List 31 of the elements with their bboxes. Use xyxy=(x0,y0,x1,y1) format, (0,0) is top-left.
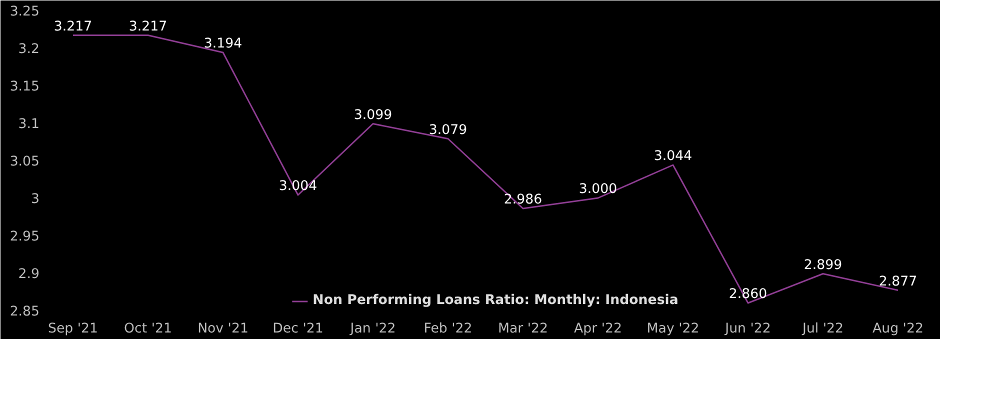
x-tick-label: Nov '21 xyxy=(198,322,248,336)
text: 3.044 xyxy=(654,149,692,164)
x-tick-label: Jun '22 xyxy=(724,322,771,336)
text: 3.217 xyxy=(128,19,168,34)
x-tick-label: Sep '21 xyxy=(48,322,98,336)
text: 3.079 xyxy=(428,122,468,138)
x-tick-label: Aug '22 xyxy=(872,322,924,336)
x-tick-label: Mar '22 xyxy=(498,322,548,336)
y-tick-label: 2.9 xyxy=(18,267,40,282)
text: 2.899 xyxy=(804,258,842,273)
text: 3.194 xyxy=(204,36,242,52)
y-tick-label: 2.95 xyxy=(10,230,40,244)
x-tick-label: May '22 xyxy=(646,322,700,336)
x-tick-label: Dec '21 xyxy=(272,322,324,336)
x-tick-label: Oct '21 xyxy=(124,322,172,336)
y-tick-label: 2.85 xyxy=(10,304,40,320)
x-tick-label: Apr '22 xyxy=(574,322,622,336)
text: 3.099 xyxy=(354,108,392,123)
x-tick-label: Feb '22 xyxy=(424,322,472,336)
text: 3.000 xyxy=(578,182,618,197)
x-tick-label: Jan '22 xyxy=(349,322,396,336)
text: 3.217 xyxy=(54,19,92,34)
y-tick-label: 3.15 xyxy=(10,80,40,94)
y-tick-label: 3.25 xyxy=(10,4,40,20)
text: 2.877 xyxy=(878,274,918,290)
y-tick-label: 3.1 xyxy=(18,117,40,132)
y-tick-label: 3 xyxy=(31,192,40,207)
y-tick-label: 3.2 xyxy=(18,42,40,57)
x-tick-label: Jul '22 xyxy=(802,322,844,336)
legend-label: Non Performing Loans Ratio: Monthly: Indonesia xyxy=(312,293,678,308)
y-tick-label: 3.05 xyxy=(10,154,40,170)
